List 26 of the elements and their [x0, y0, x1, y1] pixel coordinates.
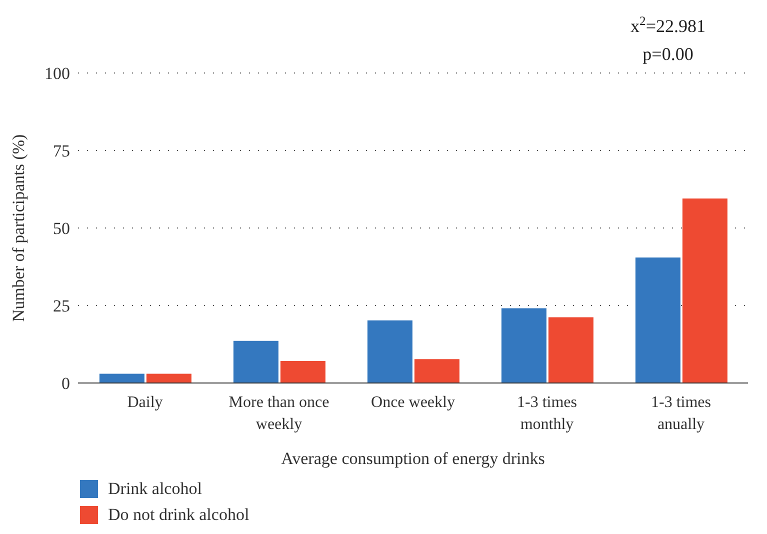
bar [682, 198, 728, 383]
y-axis-title: Number of participants (%) [9, 134, 28, 322]
x-tick-label: Once weekly [371, 394, 455, 411]
legend-label: Drink alcohol [108, 479, 202, 499]
text: p=0.00 [642, 44, 694, 64]
x-tick-label: 1-3 times monthly [517, 394, 577, 433]
bar [233, 340, 278, 383]
y-tick-label: 0 [62, 374, 70, 394]
y-tick-label: 25 [53, 296, 70, 316]
legend-label: Do not drink alcohol [108, 505, 250, 525]
bar [548, 317, 594, 383]
y-tick-label: 100 [44, 64, 70, 84]
text: x$^{2}$=22.981 [630, 14, 706, 36]
y-tick-label: 50 [53, 219, 70, 238]
y-tick-label: 75 [53, 142, 70, 161]
bar [146, 374, 192, 383]
bar [414, 359, 460, 383]
bar [99, 374, 144, 383]
x-tick-label: More than once weekly [228, 394, 330, 433]
x-tick-label: 1-3 times anually [651, 394, 711, 433]
bar [367, 320, 412, 383]
x-axis-title: Average consumption of energy drinks [281, 449, 545, 468]
bar [635, 257, 680, 383]
bar [501, 308, 546, 383]
bar [280, 360, 326, 383]
x-tick-label: Daily [127, 394, 163, 411]
